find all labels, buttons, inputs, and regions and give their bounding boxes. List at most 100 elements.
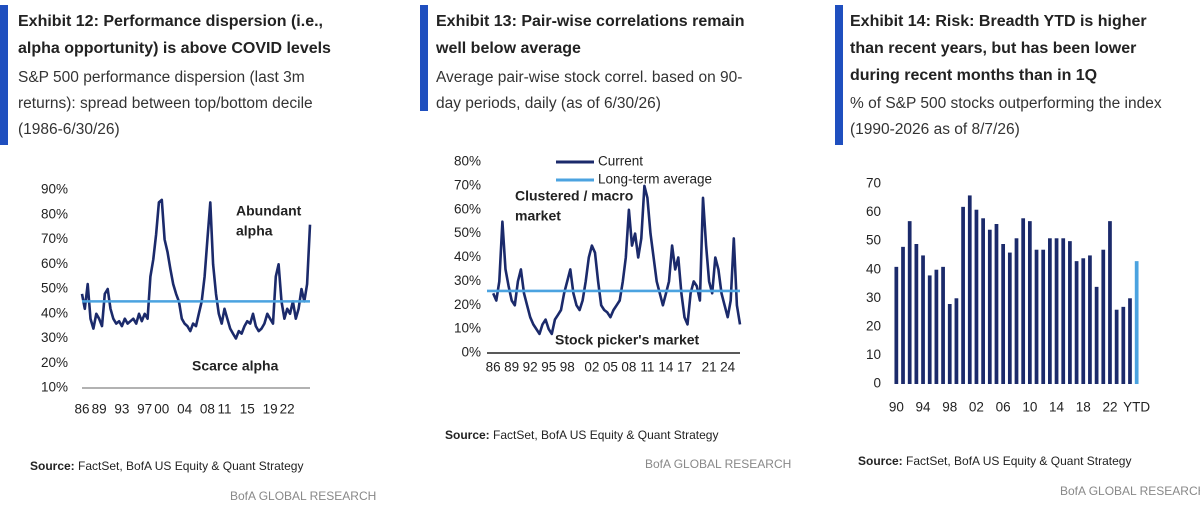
x-tick-label: 08 bbox=[200, 402, 215, 417]
x-tick-label: 89 bbox=[504, 360, 519, 375]
bar bbox=[1081, 258, 1086, 384]
annotation: alpha bbox=[236, 223, 273, 239]
bar bbox=[1074, 261, 1079, 384]
bar bbox=[1014, 238, 1019, 384]
chart-title: well below average bbox=[435, 40, 581, 57]
footer: BofA GLOBAL RESEARCH bbox=[1060, 484, 1200, 498]
chart-title: than recent years, but has been lower bbox=[850, 40, 1136, 57]
x-tick-label: 98 bbox=[560, 360, 575, 375]
chart-subtitle: % of S&P 500 stocks outperforming the in… bbox=[850, 95, 1162, 112]
chart-title: Exhibit 14: Risk: Breadth YTD is higher bbox=[850, 13, 1147, 30]
x-tick-label: 86 bbox=[486, 360, 501, 375]
chart-title: Exhibit 13: Pair-wise correlations remai… bbox=[436, 13, 745, 30]
bar bbox=[961, 206, 965, 384]
x-tick-label: 19 bbox=[263, 402, 278, 417]
x-tick-label: 04 bbox=[177, 402, 193, 417]
annotation: Clustered / macro bbox=[515, 188, 633, 204]
x-tick-label: 95 bbox=[541, 360, 556, 375]
x-tick-label: 14 bbox=[658, 360, 674, 375]
y-tick-label: 50% bbox=[41, 281, 68, 296]
source-label: Source: bbox=[858, 454, 903, 468]
bar bbox=[947, 304, 952, 384]
x-tick-label: 10 bbox=[1022, 400, 1037, 415]
bar bbox=[1068, 241, 1072, 384]
chart-title: alpha opportunity) is above COVID levels bbox=[18, 40, 331, 57]
y-tick-label: 80% bbox=[41, 206, 68, 221]
x-tick-label: 15 bbox=[240, 402, 255, 417]
x-tick-label: 93 bbox=[114, 402, 129, 417]
source-label: Source: bbox=[445, 428, 490, 442]
bar bbox=[894, 266, 899, 384]
y-tick-label: 80% bbox=[454, 154, 481, 169]
y-tick-label: 30 bbox=[866, 290, 881, 305]
x-tick-label: 24 bbox=[720, 360, 736, 375]
bar bbox=[934, 269, 939, 384]
accent-bar bbox=[835, 5, 843, 145]
x-tick-label: 11 bbox=[217, 402, 231, 417]
bar bbox=[921, 255, 925, 384]
y-tick-label: 40% bbox=[41, 305, 68, 320]
bar bbox=[1121, 306, 1126, 384]
y-tick-label: 10 bbox=[866, 347, 881, 362]
bar bbox=[901, 246, 905, 384]
y-tick-label: 50% bbox=[454, 225, 481, 240]
bar bbox=[941, 266, 945, 384]
bar bbox=[1027, 221, 1032, 384]
x-tick-label: YTD bbox=[1123, 400, 1150, 415]
chart-subtitle: (1986-6/30/26) bbox=[18, 121, 120, 138]
x-tick-label: 98 bbox=[942, 400, 957, 415]
y-tick-label: 60% bbox=[454, 201, 481, 216]
bar bbox=[1034, 249, 1039, 384]
bar bbox=[1001, 244, 1006, 384]
x-tick-label: 00 bbox=[154, 402, 169, 417]
x-tick-label: 97 bbox=[137, 402, 152, 417]
bar bbox=[1021, 218, 1026, 384]
source: Source: FactSet, BofA US Equity & Quant … bbox=[858, 454, 1131, 468]
bar bbox=[1041, 249, 1046, 384]
bar bbox=[1134, 261, 1139, 384]
x-tick-label: 22 bbox=[1102, 400, 1117, 415]
source: Source: FactSet, BofA US Equity & Quant … bbox=[445, 428, 718, 442]
source-text: FactSet, BofA US Equity & Quant Strategy bbox=[906, 454, 1131, 468]
bar bbox=[1094, 286, 1099, 384]
y-tick-label: 0% bbox=[461, 345, 481, 360]
bar bbox=[1048, 238, 1052, 384]
x-tick-label: 06 bbox=[996, 400, 1011, 415]
x-tick-label: 14 bbox=[1049, 400, 1065, 415]
x-tick-label: 05 bbox=[603, 360, 618, 375]
footer: BofA GLOBAL RESEARCH bbox=[645, 457, 791, 471]
y-tick-label: 10% bbox=[454, 321, 481, 336]
bar bbox=[981, 218, 985, 384]
chart-subtitle: S&P 500 performance dispersion (last 3m bbox=[18, 69, 305, 86]
y-tick-label: 20 bbox=[866, 318, 881, 333]
bar bbox=[974, 209, 979, 384]
annotation: Abundant bbox=[236, 203, 302, 219]
chart-subtitle: day periods, daily (as of 6/30/26) bbox=[436, 95, 661, 112]
y-tick-label: 70% bbox=[41, 231, 68, 246]
bar bbox=[1054, 238, 1059, 384]
bar bbox=[927, 275, 932, 384]
bar bbox=[914, 244, 919, 384]
y-tick-label: 0 bbox=[873, 376, 881, 391]
source-text: FactSet, BofA US Equity & Quant Strategy bbox=[78, 459, 303, 473]
bar bbox=[987, 229, 992, 384]
bar bbox=[1061, 238, 1066, 384]
bar bbox=[1101, 249, 1106, 384]
chart-title: during recent months than in 1Q bbox=[850, 67, 1097, 84]
bar bbox=[994, 224, 999, 384]
x-tick-label: 90 bbox=[889, 400, 904, 415]
y-tick-label: 60% bbox=[41, 256, 68, 271]
y-tick-label: 30% bbox=[41, 330, 68, 345]
y-tick-label: 10% bbox=[41, 380, 68, 395]
y-tick-label: 50 bbox=[866, 233, 881, 248]
legend-label: Long-term average bbox=[598, 172, 712, 187]
accent-bar bbox=[0, 5, 8, 145]
x-tick-label: 17 bbox=[677, 360, 692, 375]
annotation: market bbox=[515, 208, 561, 224]
chart-title: Exhibit 12: Performance dispersion (i.e.… bbox=[18, 13, 323, 30]
y-tick-label: 20% bbox=[454, 297, 481, 312]
legend-label: Current bbox=[598, 154, 643, 169]
x-tick-label: 89 bbox=[92, 402, 107, 417]
y-tick-label: 60 bbox=[866, 204, 881, 219]
